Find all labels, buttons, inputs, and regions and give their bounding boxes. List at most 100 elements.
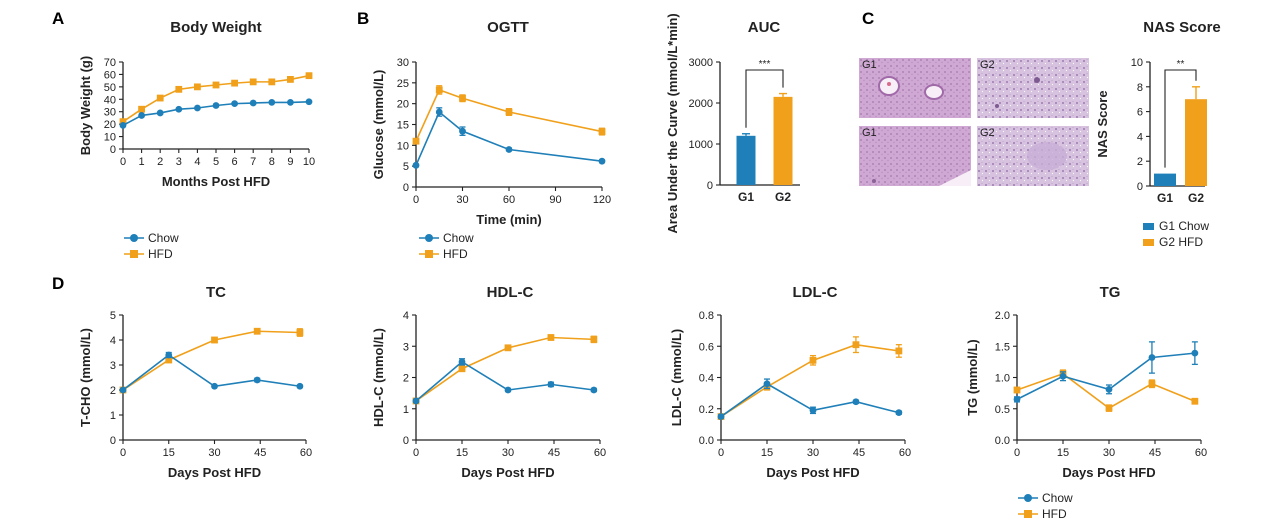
y-tick-label: 3 bbox=[110, 360, 116, 372]
data-point-hfd bbox=[505, 108, 513, 116]
data-point-chow bbox=[547, 380, 555, 388]
data-point-chow bbox=[717, 413, 725, 420]
data-point-chow bbox=[590, 386, 598, 394]
y-tick-label: 0 bbox=[403, 435, 409, 447]
data-point-hfd bbox=[268, 78, 276, 86]
data-point-hfd bbox=[253, 327, 261, 335]
data-point-chow bbox=[211, 382, 218, 390]
data-point-chow bbox=[253, 376, 261, 384]
panel-letter-b: B bbox=[357, 9, 369, 28]
panel-letter-a: A bbox=[52, 9, 64, 28]
y-tick-label: 1 bbox=[403, 404, 409, 416]
y-tick-label: 10 bbox=[1131, 57, 1143, 69]
chart-title: NAS Score bbox=[1143, 19, 1221, 36]
chart-title: TC bbox=[206, 284, 226, 301]
chart-ldl-c: 0.0 0.2 0.4 0.6 0.8 LDL-C LDL-C (mmol/L) 0 15 30 4… bbox=[669, 284, 911, 480]
chart-title: TG bbox=[1100, 284, 1121, 301]
histology-label: G2 bbox=[980, 59, 995, 71]
x-tick-label: 8 bbox=[269, 156, 275, 168]
data-point-hfd bbox=[211, 336, 218, 344]
data-point-chow bbox=[458, 358, 466, 366]
data-point-chow bbox=[1191, 349, 1199, 357]
data-point-hfd bbox=[895, 347, 903, 355]
series-line-hfd bbox=[1016, 372, 1196, 410]
y-tick-label: 25 bbox=[397, 78, 409, 90]
data-point-hfd bbox=[1191, 397, 1199, 405]
data-point-chow bbox=[459, 127, 466, 135]
x-tick-label: 0 bbox=[413, 194, 419, 206]
data-point-chow bbox=[119, 386, 127, 394]
data-point-hfd bbox=[287, 76, 294, 83]
y-tick-label: 6 bbox=[1137, 107, 1143, 119]
data-point-hfd bbox=[458, 365, 466, 373]
x-tick-label: G2 bbox=[1188, 191, 1204, 205]
y-tick-label: 10 bbox=[397, 140, 409, 152]
y-tick-label: 40 bbox=[104, 94, 116, 106]
y-tick-label: 60 bbox=[104, 69, 116, 81]
y-axis-label: Area Under the Curve (mmol/L*min) bbox=[665, 13, 680, 233]
x-tick-label: 45 bbox=[853, 447, 865, 459]
chart-ogtt: 0 5 10 15 20 25 30 OGTT Glucose (mmol/L) 0 30 60 90 1… bbox=[371, 19, 611, 227]
x-tick-label: 0 bbox=[413, 447, 419, 459]
y-tick-label: 0.0 bbox=[699, 435, 714, 447]
x-tick-label: 15 bbox=[456, 447, 468, 459]
y-tick-label: 5 bbox=[110, 310, 116, 322]
y-tick-label: 0.5 bbox=[995, 404, 1010, 416]
y-tick-label: 2.0 bbox=[995, 310, 1010, 322]
y-tick-label: 4 bbox=[403, 310, 409, 322]
significance-bracket bbox=[745, 69, 784, 128]
data-point-hfd bbox=[156, 94, 164, 102]
data-point-chow bbox=[412, 397, 420, 405]
y-axis-label: T-CHO (mmol/L) bbox=[78, 328, 93, 427]
x-tick-label: 30 bbox=[456, 194, 468, 206]
chart-tg: 0.0 0.5 1.0 1.5 2.0 TG TG (mmol/L) 0 15 30 45 60 Day… bbox=[965, 284, 1207, 480]
histology-image-g1-top: G1 bbox=[859, 58, 971, 118]
x-tick-label: 45 bbox=[254, 447, 266, 459]
x-tick-label: 0 bbox=[120, 156, 126, 168]
data-point-hfd bbox=[305, 72, 313, 80]
data-point-hfd bbox=[598, 128, 606, 135]
data-point-chow bbox=[809, 406, 817, 414]
x-tick-label: 30 bbox=[807, 447, 819, 459]
data-point-hfd bbox=[504, 344, 512, 352]
y-tick-label: 0 bbox=[1137, 181, 1143, 193]
x-axis-label: Days Post HFD bbox=[766, 465, 859, 480]
chart-auc: 0 1000 2000 3000 AUC Area Under the Curve (mm… bbox=[665, 13, 800, 234]
y-tick-label: 2000 bbox=[689, 98, 713, 110]
histology-label: G1 bbox=[862, 59, 877, 71]
y-tick-label: 15 bbox=[397, 120, 409, 132]
data-point-hfd bbox=[119, 118, 127, 126]
data-point-hfd bbox=[249, 78, 257, 86]
x-axis-label: Days Post HFD bbox=[1062, 465, 1155, 480]
data-point-chow bbox=[1059, 372, 1067, 380]
panel-letter-d: D bbox=[52, 274, 64, 293]
histology-label: G1 bbox=[862, 127, 877, 139]
data-point-hfd bbox=[459, 94, 466, 102]
y-tick-label: 50 bbox=[104, 82, 116, 94]
data-point-chow bbox=[763, 380, 771, 388]
histology-label: G2 bbox=[980, 127, 995, 139]
histology-image-g1-bottom: G1 bbox=[859, 126, 971, 186]
chart-title: Body Weight bbox=[170, 19, 261, 36]
bar-g1 bbox=[736, 135, 756, 185]
x-tick-label: 3 bbox=[176, 156, 182, 168]
significance-bracket bbox=[1164, 69, 1197, 168]
data-point-chow bbox=[138, 112, 146, 119]
bar-g1 bbox=[1154, 173, 1176, 186]
data-point-chow bbox=[175, 105, 183, 113]
data-point-hfd bbox=[296, 329, 304, 336]
x-tick-label: 0 bbox=[718, 447, 724, 459]
y-tick-label: 3 bbox=[403, 341, 409, 353]
x-tick-label: 60 bbox=[899, 447, 911, 459]
x-tick-label: G1 bbox=[738, 190, 754, 204]
x-tick-label: 30 bbox=[1103, 447, 1115, 459]
x-tick-label: 0 bbox=[1014, 447, 1020, 459]
x-axis-label: Days Post HFD bbox=[168, 465, 261, 480]
x-tick-label: 0 bbox=[120, 447, 126, 459]
data-point-hfd bbox=[1013, 386, 1021, 394]
data-point-chow bbox=[231, 100, 239, 108]
chart-title: HDL-C bbox=[487, 284, 534, 301]
